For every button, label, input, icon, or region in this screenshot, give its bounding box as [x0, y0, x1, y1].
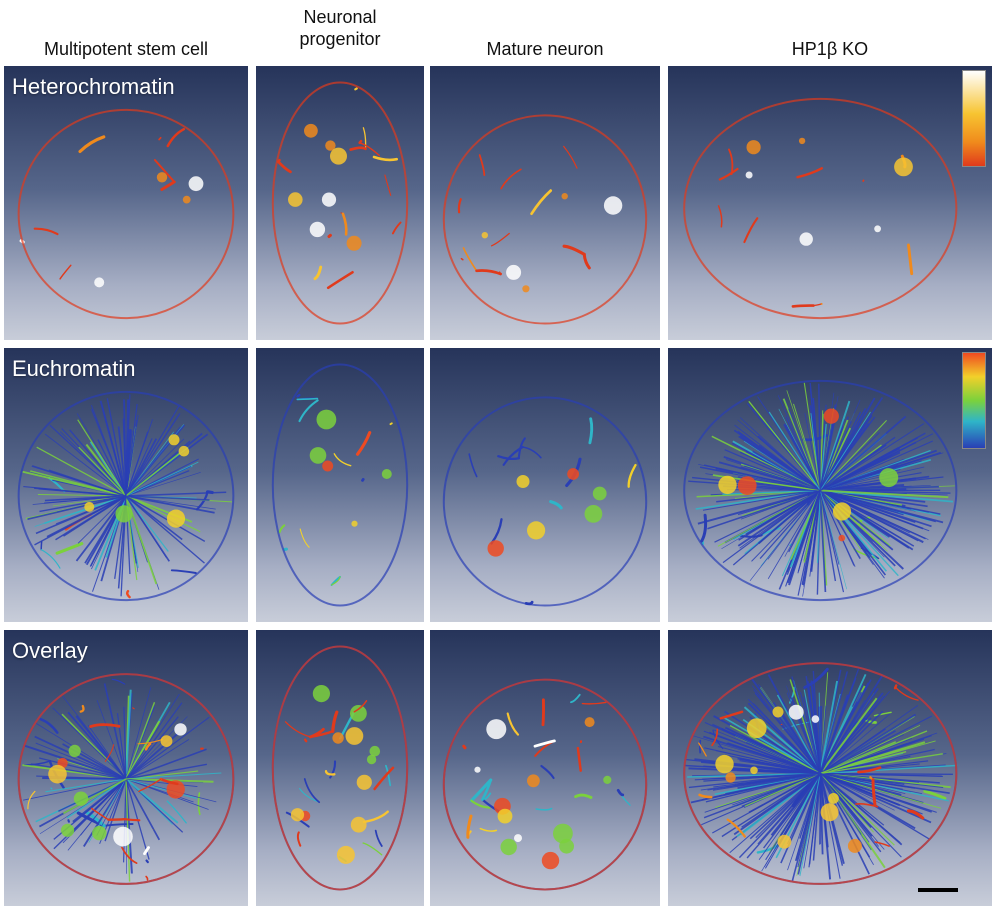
network-render: [271, 81, 409, 325]
heat-colorbar: [962, 70, 986, 167]
network-render: [683, 379, 958, 602]
jet-colorbar: [962, 352, 986, 449]
panel-euchromatin-mature-neuron: [430, 348, 660, 622]
panel-overlay-mature-neuron: [430, 630, 660, 906]
network-render: [683, 662, 958, 885]
panel-euchromatin-hp1b-ko: [668, 348, 992, 622]
network-render: [442, 396, 648, 607]
column-header-neuronal-progenitor: Neuronal progenitor: [299, 7, 381, 49]
network-render: [442, 114, 648, 325]
panel-euchromatin-stem-cell: Euchromatin: [4, 348, 248, 622]
network-render: [17, 390, 235, 602]
column-header-hp1b-ko: HP1β KO: [791, 39, 869, 59]
panel-overlay-progenitor: [256, 630, 424, 906]
panel-euchromatin-progenitor: [256, 348, 424, 622]
panel-heterochromatin-hp1b-ko: [668, 66, 992, 340]
column-header-mature-neuron: Mature neuron: [486, 39, 604, 59]
panel-overlay-stem-cell: Overlay: [4, 630, 248, 906]
network-render: [683, 97, 958, 320]
panel-heterochromatin-mature-neuron: [430, 66, 660, 340]
panel-overlay-hp1b-ko: [668, 630, 992, 906]
row-label-overlay: Overlay: [12, 638, 88, 663]
network-render: [271, 645, 409, 891]
row-label-heterochromatin: Heterochromatin: [12, 74, 175, 99]
network-render: [442, 678, 648, 891]
network-render: [271, 363, 409, 607]
row-label-euchromatin: Euchromatin: [12, 356, 136, 381]
network-render: [17, 673, 235, 885]
panel-heterochromatin-stem-cell: Heterochromatin: [4, 66, 248, 340]
scale-bar: [918, 888, 958, 892]
panel-heterochromatin-progenitor: [256, 66, 424, 340]
column-header-multipotent-stem-cell: Multipotent stem cell: [43, 39, 209, 59]
network-render: [17, 108, 235, 320]
